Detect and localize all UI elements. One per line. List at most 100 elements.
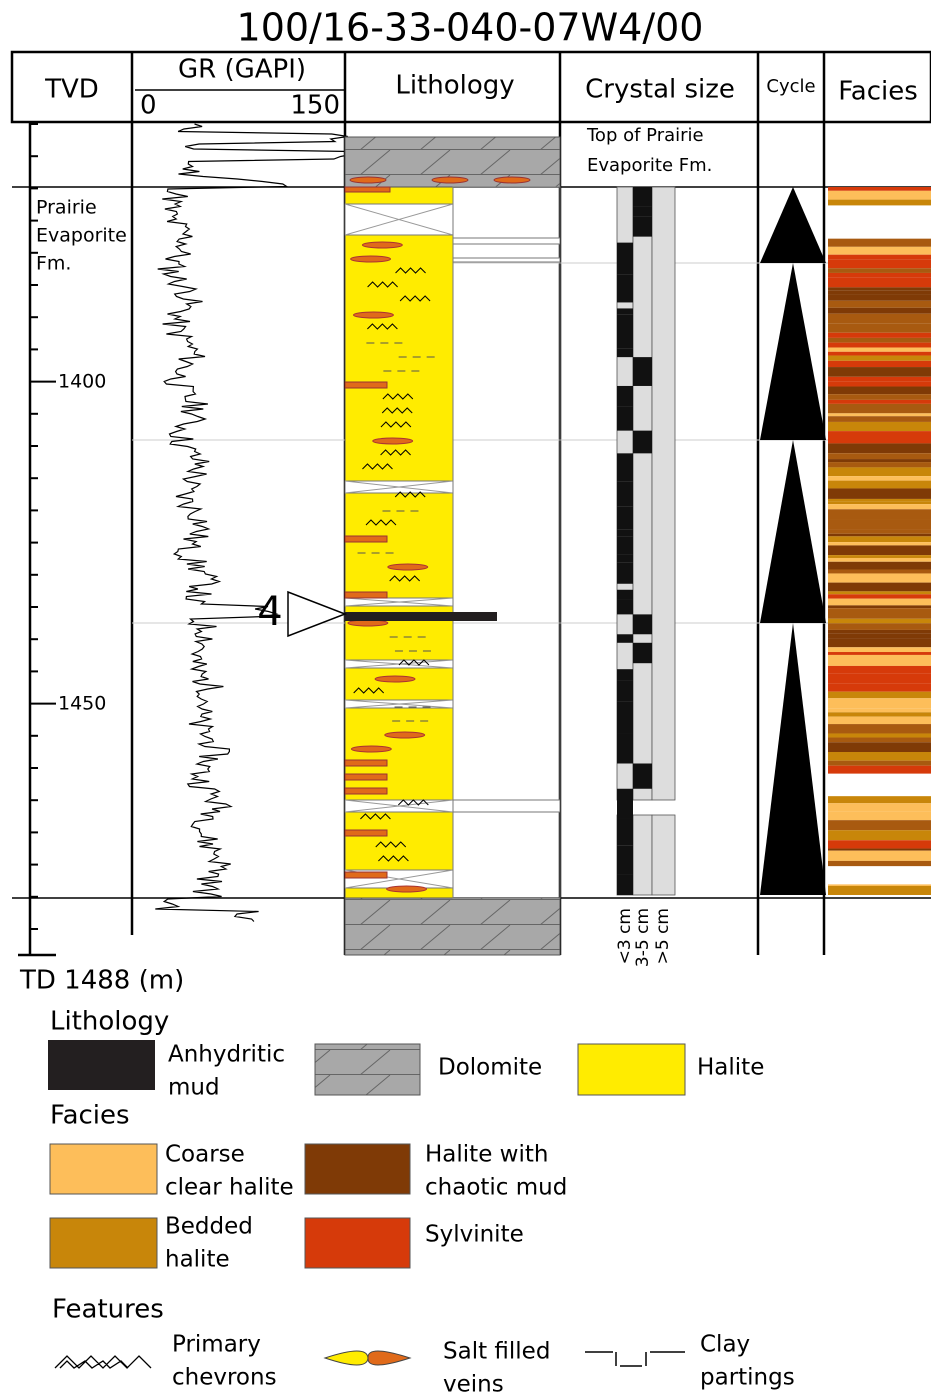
crystal-column — [633, 187, 652, 800]
facies-band — [828, 439, 931, 443]
gr-curve — [155, 124, 353, 922]
facies-band — [828, 499, 931, 502]
depth-label: 1400 — [58, 371, 106, 393]
thin-bed — [453, 238, 560, 244]
crystal-segment — [617, 482, 633, 507]
depth-label: 1450 — [58, 693, 106, 715]
facies-band — [828, 583, 931, 592]
legend-heading: Features — [52, 1295, 164, 1325]
total-depth-label: TD 1488 (m) — [19, 966, 184, 996]
facies-band — [828, 886, 931, 892]
legend-label: Primary — [172, 1332, 261, 1358]
sylvinite-bed — [345, 872, 387, 878]
gr-scale-min: 0 — [140, 91, 157, 121]
crystal-segment — [617, 529, 633, 536]
crystal-size-track — [617, 187, 675, 895]
legend-label: chevrons — [172, 1365, 277, 1391]
facies-band — [828, 861, 931, 866]
facies-band — [828, 647, 931, 652]
crystal-segment — [633, 643, 652, 663]
facies-band — [828, 812, 931, 820]
facies-band — [828, 476, 931, 480]
facies-band — [828, 413, 931, 416]
facies-band — [828, 308, 931, 314]
legend-label: veins — [443, 1372, 504, 1398]
facies-band — [828, 247, 931, 255]
anhydritic-mud-bed — [345, 612, 497, 621]
facies-band — [828, 733, 931, 737]
crystal-segment — [617, 789, 633, 819]
facies-band — [828, 338, 931, 343]
column-header: Lithology — [395, 71, 514, 101]
facies-band — [828, 683, 931, 692]
vein — [351, 256, 391, 262]
sylvinite-bed — [345, 760, 387, 766]
crystal-segment — [617, 243, 633, 275]
vein — [388, 564, 428, 570]
vein — [362, 242, 402, 248]
vein — [387, 886, 427, 892]
legend-swatch — [50, 1144, 157, 1194]
facies-band — [828, 666, 931, 674]
facies-band — [828, 273, 931, 277]
annotation: Evaporite Fm. — [587, 155, 712, 176]
facies-band — [828, 849, 931, 851]
facies-band — [828, 504, 931, 509]
facies-band — [828, 255, 931, 260]
facies-band — [828, 529, 931, 534]
facies-band — [828, 367, 931, 377]
facies-band — [828, 314, 931, 324]
column-header: GR (GAPI) — [178, 55, 306, 85]
crystal-segment — [633, 187, 652, 206]
column-header: TVD — [44, 75, 99, 105]
well-log-figure: 100/16-33-040-07W4/00 TVD GR (GAPI) 0 15… — [0, 0, 931, 1398]
crystal-class-label: <3 cm — [615, 908, 635, 964]
facies-band — [828, 287, 931, 290]
facies-band — [828, 301, 931, 308]
white-panel — [453, 187, 560, 898]
facies-band — [828, 562, 931, 570]
crystal-segment — [617, 453, 633, 481]
facies-band — [828, 404, 931, 413]
facies-band — [828, 260, 931, 269]
formation-label: Prairie — [36, 197, 97, 219]
vein — [353, 312, 393, 318]
facies-band — [828, 591, 931, 594]
vein — [351, 746, 391, 752]
facies-band — [828, 708, 931, 712]
legend-swatch — [305, 1144, 410, 1194]
facies-band — [828, 268, 931, 273]
crystal-segment — [617, 819, 633, 846]
facies-band — [828, 459, 931, 462]
facies-band — [828, 191, 931, 200]
sylvinite-bed — [345, 187, 390, 192]
gr-scale-max: 150 — [290, 91, 340, 121]
sylvinite-bed — [345, 536, 387, 542]
legend-label: chaotic mud — [425, 1175, 567, 1201]
vein-icon — [325, 1351, 368, 1365]
sylvinite-bed — [345, 774, 387, 780]
legend-label: Coarse — [165, 1142, 245, 1168]
facies-band — [828, 619, 931, 624]
legend-label: Halite — [697, 1055, 764, 1081]
sylvinite-bed — [345, 788, 387, 794]
facies-band — [828, 630, 931, 634]
facies-band — [828, 377, 931, 382]
facies-band — [828, 400, 931, 404]
facies-band — [828, 820, 931, 830]
formation-label: Evaporite — [36, 225, 127, 247]
crystal-segment — [617, 537, 633, 554]
vein — [494, 177, 530, 183]
crystal-segment — [617, 680, 633, 701]
facies-band — [828, 502, 931, 504]
legend-label: Salt filled — [443, 1339, 550, 1365]
facies-band — [828, 394, 931, 400]
crystal-segment — [617, 846, 633, 875]
crystal-segment — [617, 875, 633, 895]
sample-marker-label: 4 — [257, 589, 282, 635]
facies-band — [828, 652, 931, 655]
facies-band — [828, 520, 931, 530]
legend-heading: Facies — [50, 1101, 130, 1131]
crystal-segment — [617, 274, 633, 302]
sylvinite-bed — [345, 382, 387, 388]
